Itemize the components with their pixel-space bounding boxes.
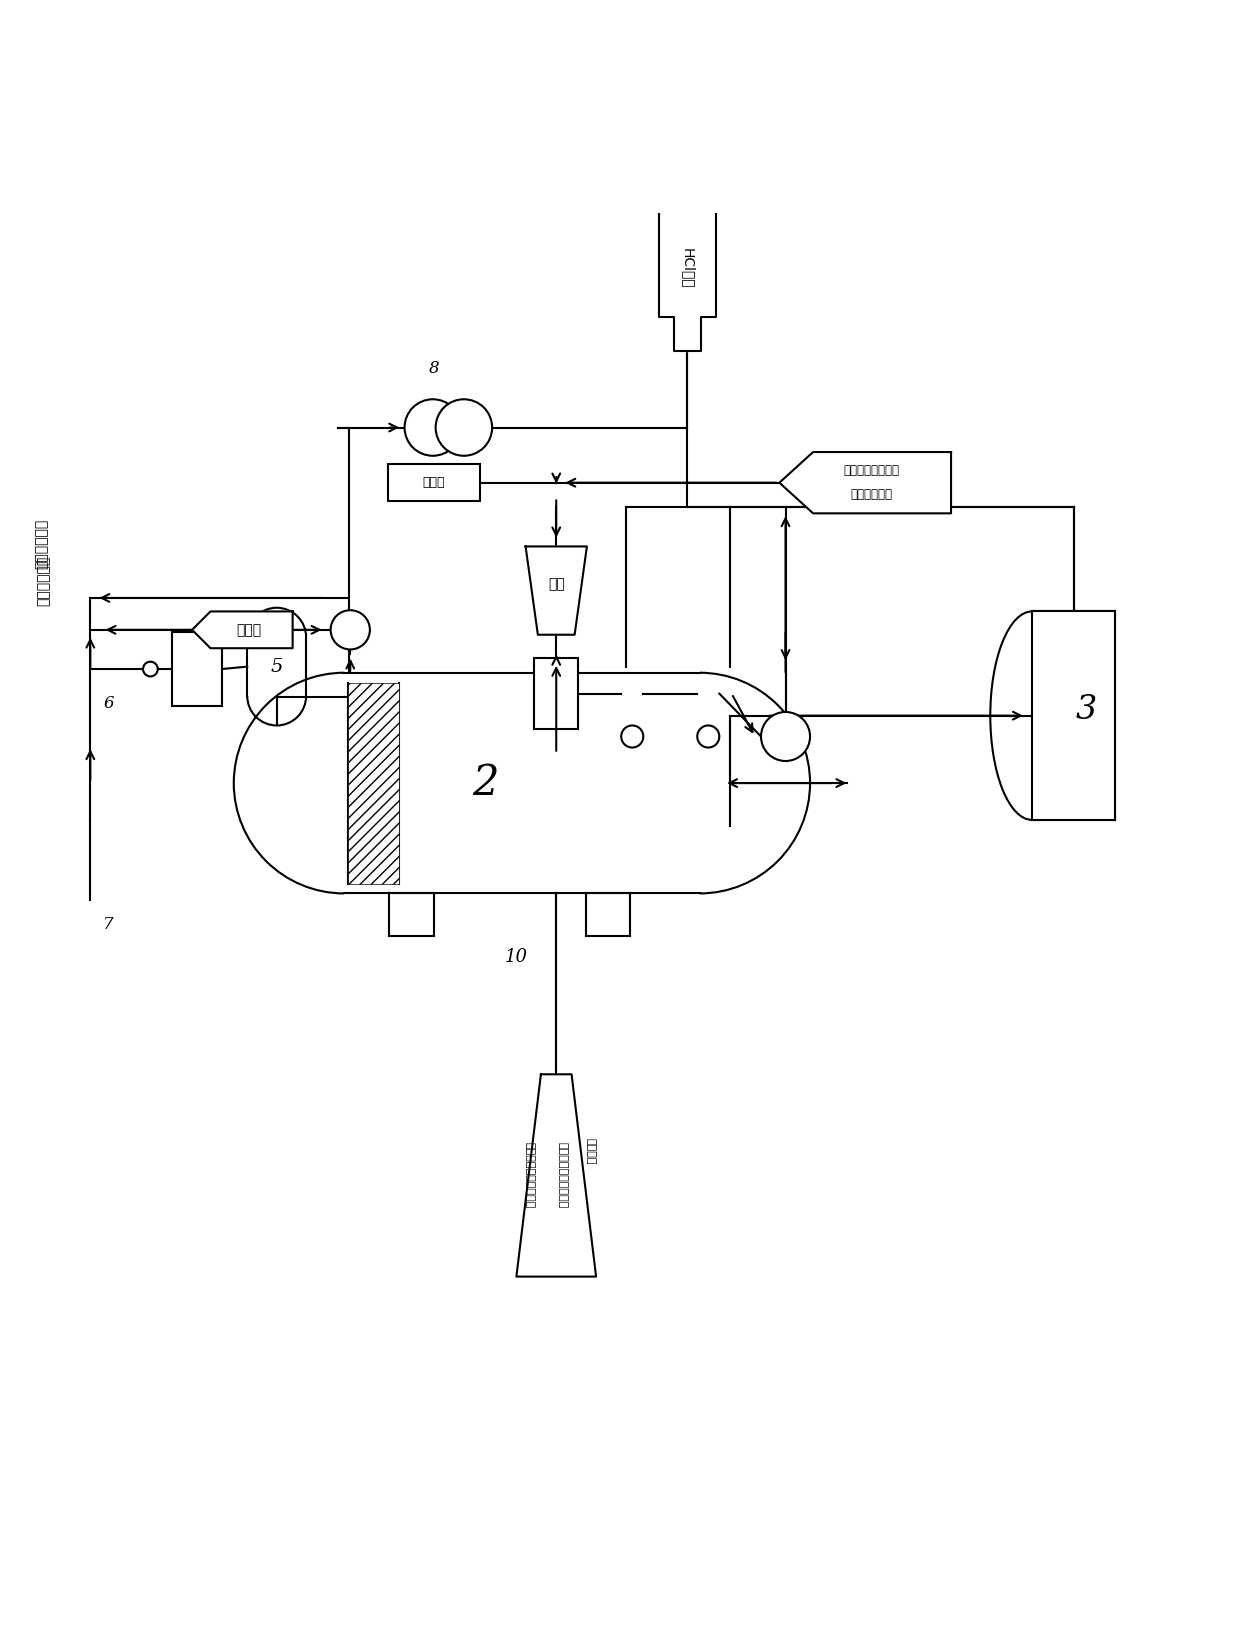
Text: 分离: 分离 bbox=[548, 578, 564, 591]
Text: 3: 3 bbox=[1075, 694, 1096, 725]
Circle shape bbox=[761, 712, 810, 762]
Circle shape bbox=[143, 662, 157, 676]
Polygon shape bbox=[660, 210, 715, 350]
Bar bbox=[172, 633, 222, 705]
Polygon shape bbox=[526, 547, 587, 634]
Bar bbox=[534, 657, 578, 729]
Text: 来源于多晶硅氢化炉的: 来源于多晶硅氢化炉的 bbox=[525, 1142, 534, 1209]
Bar bbox=[388, 464, 480, 501]
Polygon shape bbox=[192, 611, 293, 648]
Circle shape bbox=[435, 400, 492, 456]
Text: 不凝气体放空: 不凝气体放空 bbox=[35, 519, 48, 570]
Text: 7: 7 bbox=[103, 915, 114, 933]
Polygon shape bbox=[516, 1074, 596, 1277]
Circle shape bbox=[331, 610, 370, 649]
Circle shape bbox=[621, 725, 644, 747]
Text: 10: 10 bbox=[505, 948, 527, 966]
Text: 多晶硅副产品浆料: 多晶硅副产品浆料 bbox=[843, 464, 899, 477]
Polygon shape bbox=[780, 453, 951, 514]
Bar bbox=[1032, 611, 1115, 819]
Text: 8: 8 bbox=[429, 360, 439, 377]
Text: 不凝气体放空: 不凝气体放空 bbox=[37, 555, 51, 606]
Text: 2: 2 bbox=[472, 762, 498, 805]
Text: 氯硅烷: 氯硅烷 bbox=[236, 623, 262, 636]
Text: 处理装置系统: 处理装置系统 bbox=[851, 489, 893, 502]
Text: 循环泵: 循环泵 bbox=[423, 476, 445, 489]
Text: 高沸点物和氯化氢气体: 高沸点物和氯化氢气体 bbox=[557, 1142, 568, 1209]
Text: HCl原料: HCl原料 bbox=[681, 248, 694, 289]
Text: 混合气体: 混合气体 bbox=[585, 1138, 595, 1165]
Text: 6: 6 bbox=[103, 695, 114, 712]
Circle shape bbox=[404, 400, 461, 456]
Text: 5: 5 bbox=[270, 657, 283, 676]
Circle shape bbox=[697, 725, 719, 747]
Bar bbox=[347, 682, 399, 884]
